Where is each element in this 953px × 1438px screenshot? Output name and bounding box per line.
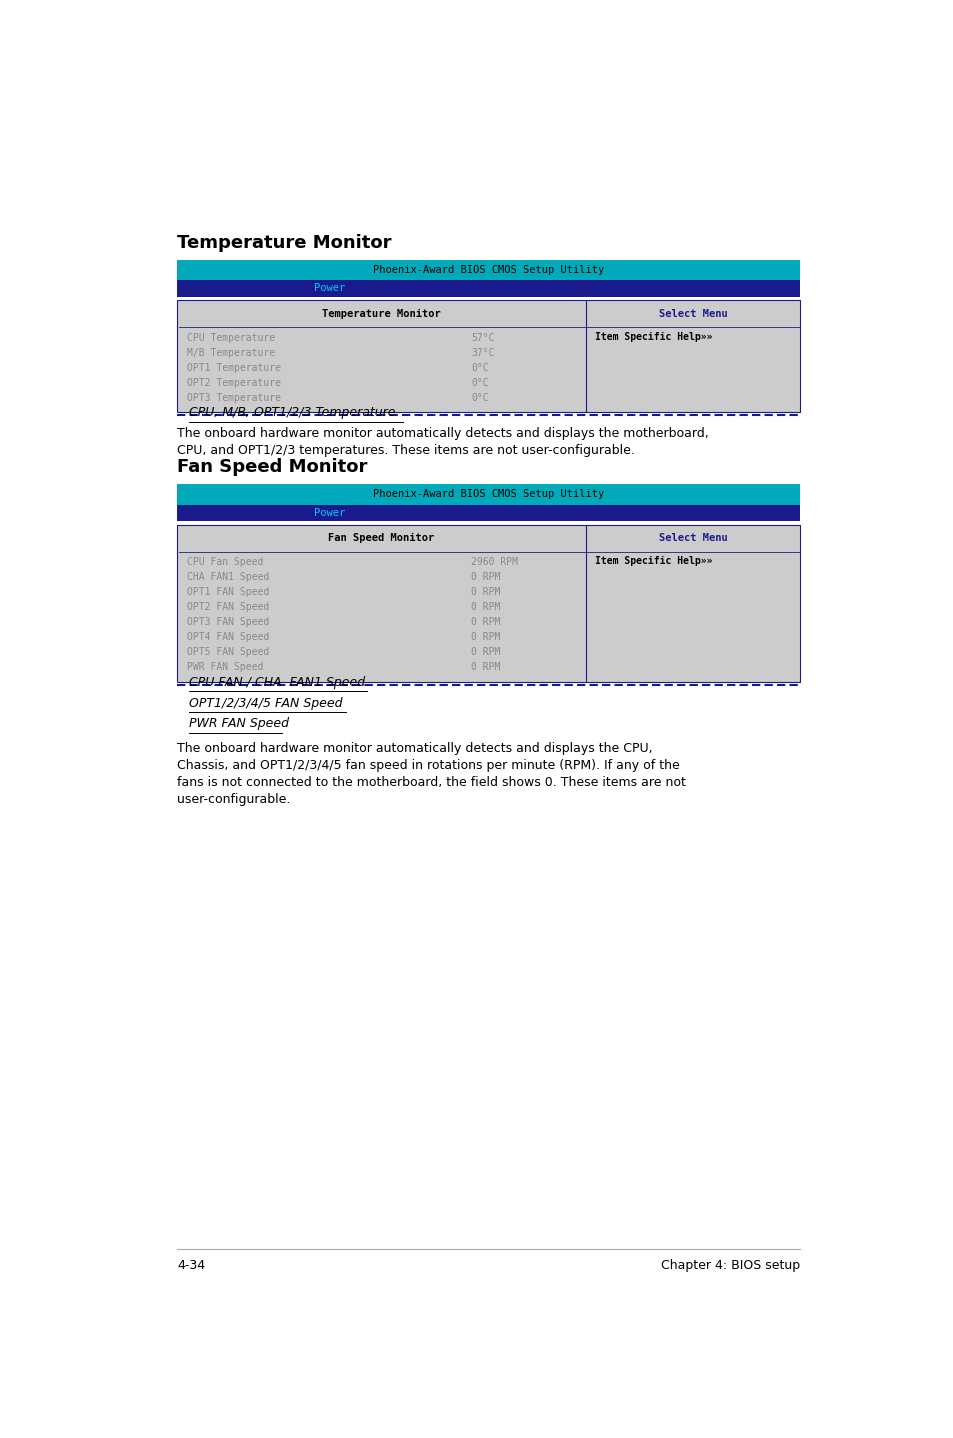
- Text: OPT3 Temperature: OPT3 Temperature: [187, 393, 280, 403]
- Text: Select Menu: Select Menu: [658, 533, 726, 544]
- Text: 37°C: 37°C: [471, 348, 495, 358]
- Text: CHA FAN1 Speed: CHA FAN1 Speed: [187, 572, 269, 582]
- Text: Power: Power: [314, 283, 344, 293]
- Text: Phoenix-Award BIOS CMOS Setup Utility: Phoenix-Award BIOS CMOS Setup Utility: [373, 265, 604, 275]
- Text: 0 RPM: 0 RPM: [471, 617, 500, 627]
- Text: 0 RPM: 0 RPM: [471, 633, 500, 643]
- Text: Phoenix-Award BIOS CMOS Setup Utility: Phoenix-Award BIOS CMOS Setup Utility: [373, 489, 604, 499]
- Text: Chassis, and OPT1/2/3/4/5 fan speed in rotations per minute (RPM). If any of the: Chassis, and OPT1/2/3/4/5 fan speed in r…: [177, 759, 679, 772]
- Bar: [177, 260, 800, 280]
- Text: 0 RPM: 0 RPM: [471, 647, 500, 657]
- Text: Power: Power: [314, 508, 344, 518]
- Text: OPT2 FAN Speed: OPT2 FAN Speed: [187, 603, 269, 613]
- Bar: [177, 301, 800, 413]
- Text: OPT5 FAN Speed: OPT5 FAN Speed: [187, 647, 269, 657]
- Text: M/B Temperature: M/B Temperature: [187, 348, 274, 358]
- Text: Chapter 4: BIOS setup: Chapter 4: BIOS setup: [660, 1260, 800, 1273]
- Text: OPT3 FAN Speed: OPT3 FAN Speed: [187, 617, 269, 627]
- Text: OPT1/2/3/4/5 FAN Speed: OPT1/2/3/4/5 FAN Speed: [189, 696, 342, 709]
- Text: OPT1 FAN Speed: OPT1 FAN Speed: [187, 587, 269, 597]
- Text: 57°C: 57°C: [471, 334, 495, 342]
- Text: 0°C: 0°C: [471, 393, 488, 403]
- Text: Fan Speed Monitor: Fan Speed Monitor: [328, 533, 435, 544]
- Text: OPT2 Temperature: OPT2 Temperature: [187, 378, 280, 388]
- Text: user-configurable.: user-configurable.: [177, 792, 291, 805]
- Bar: [177, 280, 800, 296]
- Text: 0 RPM: 0 RPM: [471, 603, 500, 613]
- Text: OPT1 Temperature: OPT1 Temperature: [187, 362, 280, 372]
- Text: 0 RPM: 0 RPM: [471, 572, 500, 582]
- Bar: [177, 525, 800, 682]
- Bar: [177, 485, 800, 505]
- Text: 0 RPM: 0 RPM: [471, 587, 500, 597]
- Text: 0 RPM: 0 RPM: [471, 663, 500, 673]
- Text: CPU Fan Speed: CPU Fan Speed: [187, 558, 263, 568]
- Text: PWR FAN Speed: PWR FAN Speed: [189, 718, 289, 731]
- Text: Item Specific Help»»: Item Specific Help»»: [594, 332, 712, 342]
- Text: Temperature Monitor: Temperature Monitor: [322, 309, 440, 319]
- Text: PWR FAN Speed: PWR FAN Speed: [187, 663, 263, 673]
- Text: 4-34: 4-34: [177, 1260, 205, 1273]
- Text: OPT4 FAN Speed: OPT4 FAN Speed: [187, 633, 269, 643]
- Text: 0°C: 0°C: [471, 362, 488, 372]
- Text: CPU Temperature: CPU Temperature: [187, 334, 274, 342]
- Text: Item Specific Help»»: Item Specific Help»»: [594, 557, 712, 567]
- Text: 2960 RPM: 2960 RPM: [471, 558, 517, 568]
- Text: Temperature Monitor: Temperature Monitor: [177, 234, 392, 252]
- Text: Fan Speed Monitor: Fan Speed Monitor: [177, 459, 367, 476]
- Text: CPU, M/B, OPT1/2/3 Temperature: CPU, M/B, OPT1/2/3 Temperature: [189, 407, 395, 420]
- Text: 0°C: 0°C: [471, 378, 488, 388]
- Text: Select Menu: Select Menu: [658, 309, 726, 319]
- Text: fans is not connected to the motherboard, the field shows 0. These items are not: fans is not connected to the motherboard…: [177, 777, 685, 789]
- Text: The onboard hardware monitor automatically detects and displays the motherboard,: The onboard hardware monitor automatical…: [177, 427, 708, 440]
- Text: The onboard hardware monitor automatically detects and displays the CPU,: The onboard hardware monitor automatical…: [177, 742, 652, 755]
- Text: CPU FAN / CHA  FAN1 Speed: CPU FAN / CHA FAN1 Speed: [189, 676, 365, 689]
- Bar: [177, 505, 800, 521]
- Text: CPU, and OPT1/2/3 temperatures. These items are not user-configurable.: CPU, and OPT1/2/3 temperatures. These it…: [177, 444, 635, 457]
